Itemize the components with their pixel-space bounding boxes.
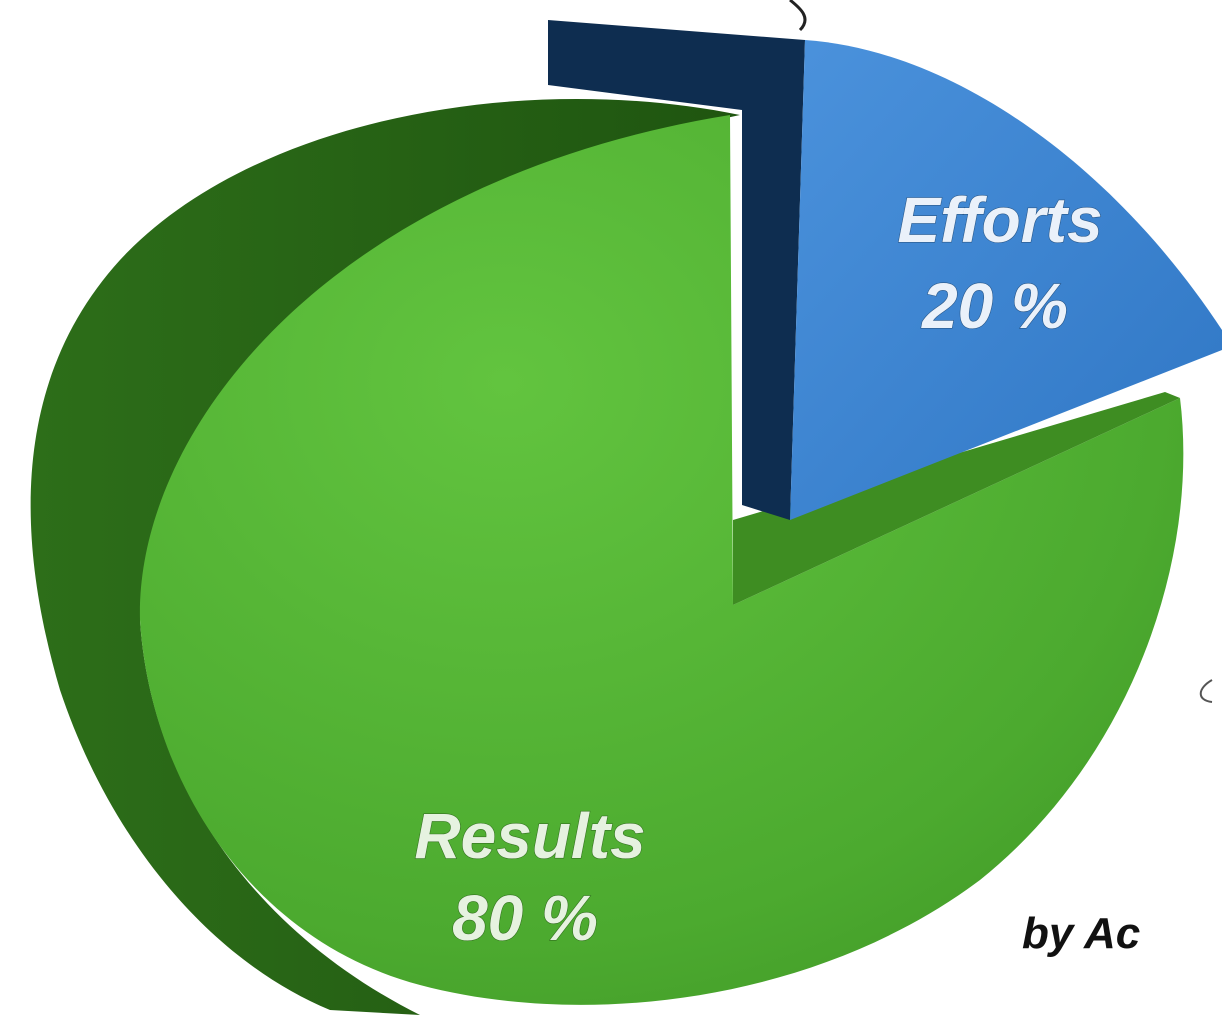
efforts-label: Efforts bbox=[897, 184, 1102, 256]
results-label: Results bbox=[414, 800, 645, 872]
results-inner-wall bbox=[733, 392, 1180, 605]
top-stroke-decoration bbox=[789, 0, 807, 32]
results-slice-side bbox=[30, 98, 740, 1015]
efforts-value: 20 % bbox=[921, 270, 1068, 342]
efforts-slice bbox=[790, 40, 1222, 520]
results-value: 80 % bbox=[452, 882, 598, 954]
results-slice bbox=[139, 115, 1184, 1005]
efforts-slice-side bbox=[548, 20, 805, 520]
right-stroke-decoration bbox=[1199, 679, 1213, 703]
byline-text: by Ac bbox=[1022, 909, 1140, 958]
